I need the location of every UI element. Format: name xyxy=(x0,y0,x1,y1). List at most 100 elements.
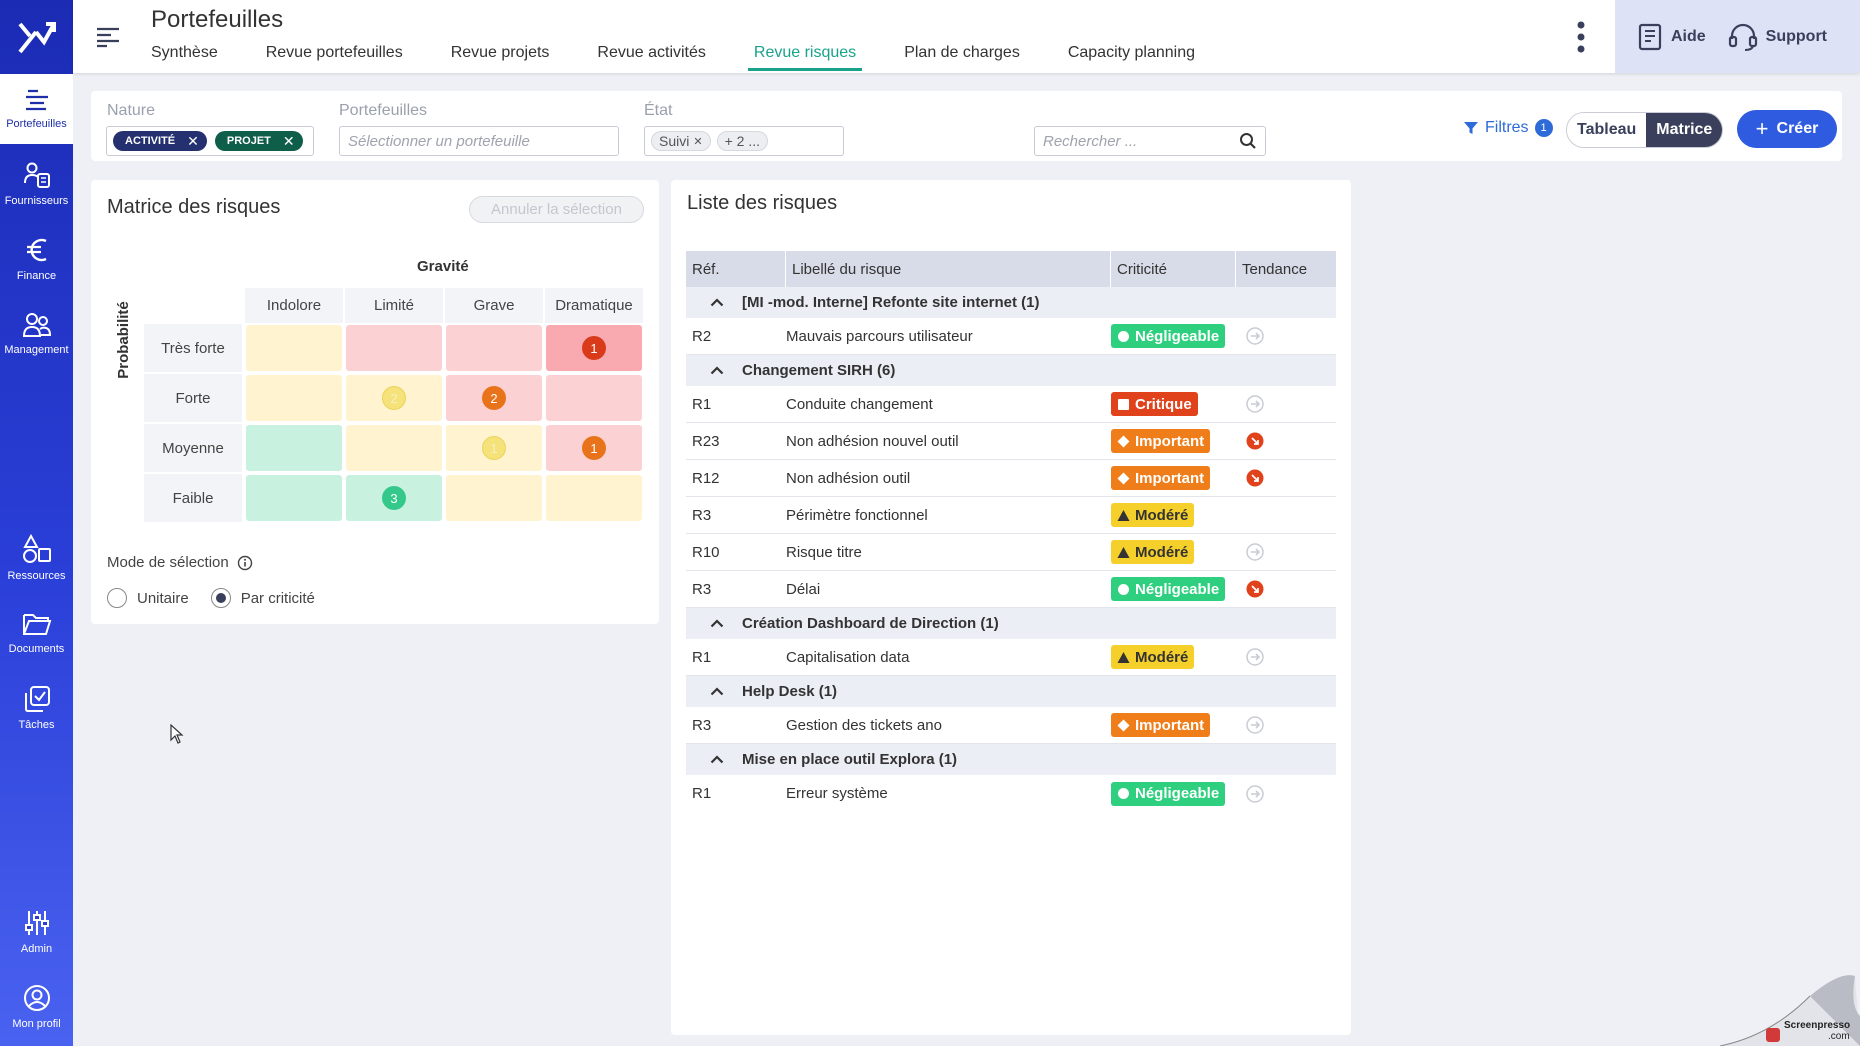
portefeuille-select[interactable]: Sélectionner un portefeuille xyxy=(339,126,619,156)
help-button[interactable]: Aide xyxy=(1637,23,1706,51)
matrix-cell[interactable]: 2 xyxy=(446,375,542,421)
risk-group-name: Création Dashboard de Direction (1) xyxy=(742,615,999,632)
more-options-icon[interactable] xyxy=(1577,20,1585,59)
tab-2[interactable]: Revue portefeuilles xyxy=(265,44,403,61)
risk-label: Gestion des tickets ano xyxy=(786,716,942,734)
sidebar-item-mon-profil[interactable]: Mon profil xyxy=(0,972,73,1042)
sidebar-item-taches[interactable]: Tâches xyxy=(0,673,73,743)
risk-group-header[interactable]: Création Dashboard de Direction (1) xyxy=(686,608,1336,639)
create-button[interactable]: + Créer xyxy=(1737,110,1837,148)
tab-5[interactable]: Revue risques xyxy=(747,44,863,71)
nature-chip-activite[interactable]: ACTIVITÉ ✕ xyxy=(113,131,207,151)
matrix-cell[interactable] xyxy=(346,425,442,471)
risk-row[interactable]: R1 Erreur système Négligeable xyxy=(686,775,1336,812)
search-input[interactable]: Rechercher ... xyxy=(1034,126,1266,156)
sidebar-item-admin[interactable]: Admin xyxy=(0,897,73,967)
risk-group-header[interactable]: Mise en place outil Explora (1) xyxy=(686,744,1336,775)
matrix-cell[interactable] xyxy=(546,375,642,421)
criticity-label: Modéré xyxy=(1135,543,1189,561)
matrix-cell[interactable] xyxy=(446,325,542,371)
tab-7[interactable]: Capacity planning xyxy=(1067,44,1196,61)
risk-row[interactable]: R23 Non adhésion nouvel outil Important xyxy=(686,423,1336,460)
risk-row[interactable]: R1 Capitalisation data Modéré xyxy=(686,639,1336,676)
risk-trend-cell xyxy=(1236,432,1336,450)
etat-chip-suivi[interactable]: Suivi ✕ xyxy=(651,131,711,151)
nature-chip-projet[interactable]: PROJET ✕ xyxy=(214,131,303,151)
matrix-cell[interactable] xyxy=(246,475,342,521)
risk-row[interactable]: R1 Conduite changement Critique xyxy=(686,386,1336,423)
info-icon[interactable] xyxy=(237,555,253,571)
etat-select[interactable]: Suivi ✕ + 2 ... xyxy=(644,126,844,156)
app-logo[interactable] xyxy=(0,0,73,73)
view-matrice-button[interactable]: Matrice xyxy=(1646,113,1723,147)
matrix-cell[interactable]: 3 xyxy=(346,475,442,521)
sidebar: Portefeuilles Fournisseurs Finance Manageme… xyxy=(0,0,73,1046)
matrix-cell[interactable] xyxy=(246,375,342,421)
sidebar-item-documents[interactable]: Documents xyxy=(0,598,73,668)
view-tableau-button[interactable]: Tableau xyxy=(1567,113,1647,147)
col-ref[interactable]: Réf. xyxy=(686,251,786,287)
matrix-cell[interactable] xyxy=(246,325,342,371)
criticity-label: Négligeable xyxy=(1135,580,1220,598)
risk-group-header[interactable]: [MI -mod. Interne] Refonte site internet… xyxy=(686,287,1336,318)
tab-6[interactable]: Plan de charges xyxy=(904,44,1020,61)
radio-par-criticite[interactable] xyxy=(210,588,231,608)
risk-criticity-cell: Négligeable xyxy=(1111,577,1236,601)
risk-row[interactable]: R3 Délai Négligeable xyxy=(686,571,1336,608)
matrix-count-badge: 1 xyxy=(482,436,506,460)
matrix-cell[interactable] xyxy=(446,475,542,521)
matrix-cell[interactable]: 2 xyxy=(346,375,442,421)
nature-select[interactable]: ACTIVITÉ ✕ PROJET ✕ xyxy=(106,126,314,156)
filters-button[interactable]: Filtres 1 xyxy=(1463,119,1553,137)
risk-table-body: [MI -mod. Interne] Refonte site internet… xyxy=(686,287,1336,812)
matrix-cell[interactable] xyxy=(346,325,442,371)
remove-chip-icon[interactable]: ✕ xyxy=(187,132,199,149)
remove-chip-icon[interactable]: ✕ xyxy=(282,132,295,149)
chevron-up-icon[interactable] xyxy=(686,366,742,375)
tab-1[interactable]: Synthèse xyxy=(151,44,218,61)
criticity-badge: Négligeable xyxy=(1111,577,1226,601)
col-tendance[interactable]: Tendance xyxy=(1242,260,1308,278)
risk-group-header[interactable]: Changement SIRH (6) xyxy=(686,355,1336,386)
screenpresso-watermark: Screenpresso .com xyxy=(1700,956,1860,1046)
col-libelle[interactable]: Libellé du risque xyxy=(786,251,1111,287)
sliders-icon xyxy=(24,909,50,943)
sidebar-item-label: Tâches xyxy=(18,719,55,731)
chevron-up-icon[interactable] xyxy=(686,619,742,628)
risk-row[interactable]: R2 Mauvais parcours utilisateur Négligeabl… xyxy=(686,318,1336,355)
filters-label: Filtres xyxy=(1485,119,1529,136)
chevron-up-icon[interactable] xyxy=(686,687,742,696)
risk-label: Non adhésion outil xyxy=(786,469,911,487)
diamond-icon xyxy=(1117,719,1130,732)
support-button[interactable]: Support xyxy=(1728,23,1827,51)
risk-row[interactable]: R12 Non adhésion outil Important xyxy=(686,460,1336,497)
risk-row[interactable]: R3 Périmètre fonctionnel Modéré xyxy=(686,497,1336,534)
sidebar-item-fournisseurs[interactable]: Fournisseurs xyxy=(0,149,73,219)
matrix-cell[interactable] xyxy=(546,475,642,521)
cancel-selection-button[interactable]: Annuler la sélection xyxy=(469,196,644,223)
radio-unitaire[interactable] xyxy=(107,588,127,608)
sidebar-item-finance[interactable]: Finance xyxy=(0,224,73,294)
etat-chip-more[interactable]: + 2 ... xyxy=(716,131,768,151)
matrix-cell[interactable]: 1 xyxy=(546,325,642,371)
sidebar-item-ressources[interactable]: Ressources xyxy=(0,523,73,593)
risk-criticity-cell: Négligeable xyxy=(1111,324,1236,348)
risk-row[interactable]: R10 Risque titre Modéré xyxy=(686,534,1336,571)
hamburger-menu-icon[interactable] xyxy=(95,26,121,53)
matrix-cell[interactable]: 1 xyxy=(546,425,642,471)
sidebar-item-management[interactable]: Management xyxy=(0,299,73,369)
matrix-cell[interactable]: 1 xyxy=(446,425,542,471)
matrix-cell[interactable] xyxy=(246,425,342,471)
risk-trend-cell xyxy=(1236,395,1336,413)
tab-3[interactable]: Revue projets xyxy=(450,44,550,61)
risk-group-header[interactable]: Help Desk (1) xyxy=(686,676,1336,707)
col-criticite[interactable]: Criticité xyxy=(1111,251,1236,287)
risk-row[interactable]: R3 Gestion des tickets ano Important xyxy=(686,707,1336,744)
search-icon xyxy=(1240,133,1256,149)
tab-4[interactable]: Revue activités xyxy=(597,44,706,61)
selection-mode-label: Mode de sélection xyxy=(107,554,253,571)
chevron-up-icon[interactable] xyxy=(686,755,742,764)
chevron-up-icon[interactable] xyxy=(686,298,742,307)
remove-chip-icon[interactable]: ✕ xyxy=(693,135,703,148)
sidebar-item-portefeuilles[interactable]: Portefeuilles xyxy=(0,74,73,144)
